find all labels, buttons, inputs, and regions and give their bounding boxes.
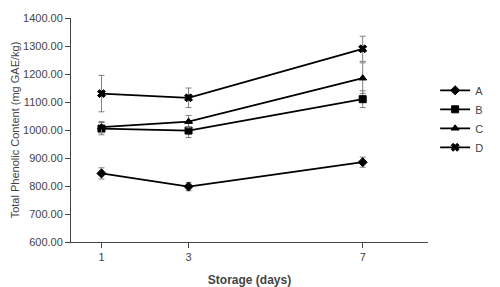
svg-text:1400.00: 1400.00 <box>23 12 63 24</box>
svg-text:600.00: 600.00 <box>29 236 63 248</box>
svg-text:700.00: 700.00 <box>29 208 63 220</box>
svg-text:7: 7 <box>360 251 366 263</box>
svg-text:3: 3 <box>185 251 191 263</box>
svg-text:1100.00: 1100.00 <box>24 96 63 108</box>
svg-text:900.00: 900.00 <box>29 152 63 164</box>
svg-text:C: C <box>475 123 483 135</box>
svg-text:Total Phenolic Content (mg GAE: Total Phenolic Content (mg GAE/kg) <box>9 42 21 219</box>
svg-text:Storage (days): Storage (days) <box>208 273 291 287</box>
svg-text:1000.00: 1000.00 <box>23 124 63 136</box>
svg-text:800.00: 800.00 <box>29 180 63 192</box>
svg-text:1200.00: 1200.00 <box>23 68 63 80</box>
svg-text:B: B <box>475 104 482 116</box>
svg-text:D: D <box>475 142 483 154</box>
svg-text:A: A <box>475 85 483 97</box>
svg-text:1: 1 <box>98 251 104 263</box>
svg-text:1300.00: 1300.00 <box>23 40 63 52</box>
